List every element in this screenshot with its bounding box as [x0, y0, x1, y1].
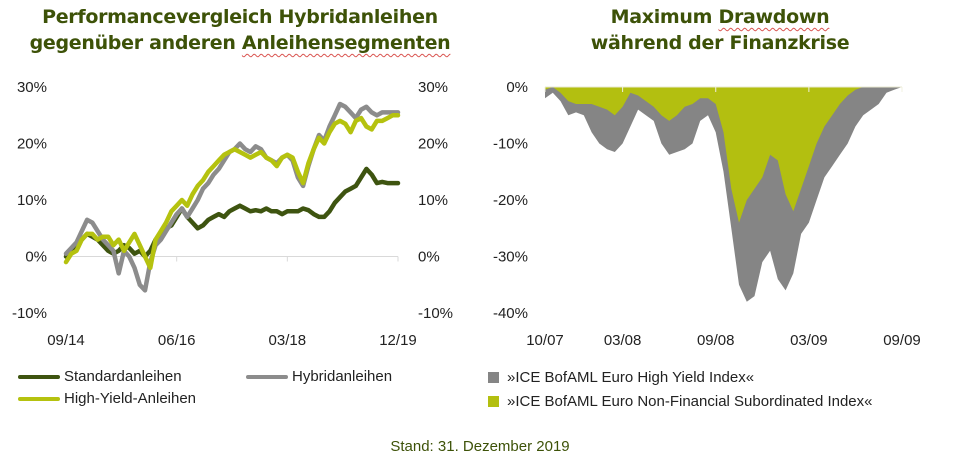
left-chart-title-line2-a: gegenüber anderen	[29, 32, 242, 54]
legend-swatch-hy-index	[488, 372, 499, 383]
legend-label-hybrid: Hybridanleihen	[292, 368, 393, 385]
right-chart-title-line1-b: Drawdown	[718, 6, 830, 28]
drawdown-y-tick-label: -40%	[493, 305, 528, 322]
right-chart-title-line1: Maximum Drawdown	[480, 4, 960, 30]
right-y-tick-label: 30%	[418, 79, 448, 96]
drawdown-x-tick-label: 10/07	[526, 332, 564, 349]
left-chart-title-line2-b: Anleihensegmenten	[241, 32, 451, 54]
right-x-tick-marks	[544, 87, 903, 92]
left-x-tick-label: 03/18	[269, 332, 307, 349]
left-y-tick-label: -10%	[12, 305, 47, 322]
drawdown-x-tick-label: 03/08	[604, 332, 642, 349]
legend-item-nfs-index: »ICE BofAML Euro Non-Financial Subordina…	[488, 393, 873, 410]
right-y-axis-labels: 0% -10% -20% -30% -40%	[493, 79, 528, 322]
drawdown-x-tick-label: 09/08	[697, 332, 735, 349]
right-series-areas	[545, 87, 902, 302]
legend-label-hy-index: »ICE BofAML Euro High Yield Index«	[507, 369, 755, 386]
series-line-highyield	[63, 113, 401, 271]
left-chart-title: Performancevergleich Hybridanleihen gege…	[0, 4, 480, 56]
left-y-tick-label: 30%	[17, 79, 47, 96]
right-chart-title: Maximum Drawdown während der Finanzkrise	[480, 4, 960, 56]
left-x-tick-label: 06/16	[158, 332, 196, 349]
drawdown-y-tick-label: 0%	[506, 79, 528, 96]
left-y-tick-label: 20%	[17, 136, 47, 153]
left-chart-title-line1: Performancevergleich Hybridanleihen	[42, 6, 438, 28]
drawdown-x-tick-label: 03/09	[790, 332, 828, 349]
left-y-tick-label: 0%	[25, 249, 47, 266]
drawdown-area-chart: 0% -10% -20% -30% -40% 10/07 03/08 09/08 03/09 0…	[493, 79, 921, 349]
drawdown-x-tick-label: 09/09	[883, 332, 921, 349]
legend-item-standard: Standardanleihen	[18, 368, 182, 385]
left-series-lines	[63, 101, 401, 293]
legend-item-hy-index: »ICE BofAML Euro High Yield Index«	[488, 369, 754, 386]
legend-swatch-hybrid	[246, 374, 288, 379]
performance-line-chart: 30% 20% 10% 0% -10% 30% 20% 10% 0% -10% 09/14 06/…	[12, 79, 453, 349]
legend-item-highyield: High-Yield-Anleihen	[18, 390, 196, 407]
legend-label-standard: Standardanleihen	[64, 368, 182, 385]
legend-swatch-highyield	[18, 396, 60, 401]
left-y-axis-labels: 30% 20% 10% 0% -10%	[12, 79, 47, 322]
left-x-tick-label: 09/14	[47, 332, 85, 349]
left-y-tick-label: 10%	[17, 192, 47, 209]
right-y-tick-label: 10%	[418, 192, 448, 209]
legend-label-nfs-index: »ICE BofAML Euro Non-Financial Subordina…	[507, 393, 873, 410]
legend-label-highyield: High-Yield-Anleihen	[64, 390, 197, 407]
left-x-tick-label: 12/19	[379, 332, 417, 349]
drawdown-y-tick-label: -30%	[493, 249, 528, 266]
right-x-axis-labels: 10/07 03/08 09/08 03/09 09/09	[526, 332, 921, 349]
right-chart-title-line2: während der Finanzkrise	[590, 32, 850, 54]
right-y-tick-label: 0%	[418, 249, 440, 266]
left-chart-title-line2: gegenüber anderen Anleihensegmenten	[0, 30, 480, 56]
right-y-tick-label: -10%	[418, 305, 453, 322]
footer-date: Stand: 31. Dezember 2019	[390, 438, 570, 455]
right-chart-title-line1-a: Maximum	[610, 6, 719, 28]
right-y-tick-label: 20%	[418, 136, 448, 153]
left-secondary-y-axis-labels: 30% 20% 10% 0% -10%	[418, 79, 453, 322]
drawdown-y-tick-label: -20%	[493, 192, 528, 209]
legend-swatch-standard	[18, 374, 60, 379]
legend-swatch-nfs-index	[488, 396, 499, 407]
left-x-axis-labels: 09/14 06/16 03/18 12/19	[47, 332, 417, 349]
drawdown-y-tick-label: -10%	[493, 136, 528, 153]
legend-item-hybrid: Hybridanleihen	[246, 368, 392, 385]
series-area-drawdown_nfs	[545, 87, 902, 223]
